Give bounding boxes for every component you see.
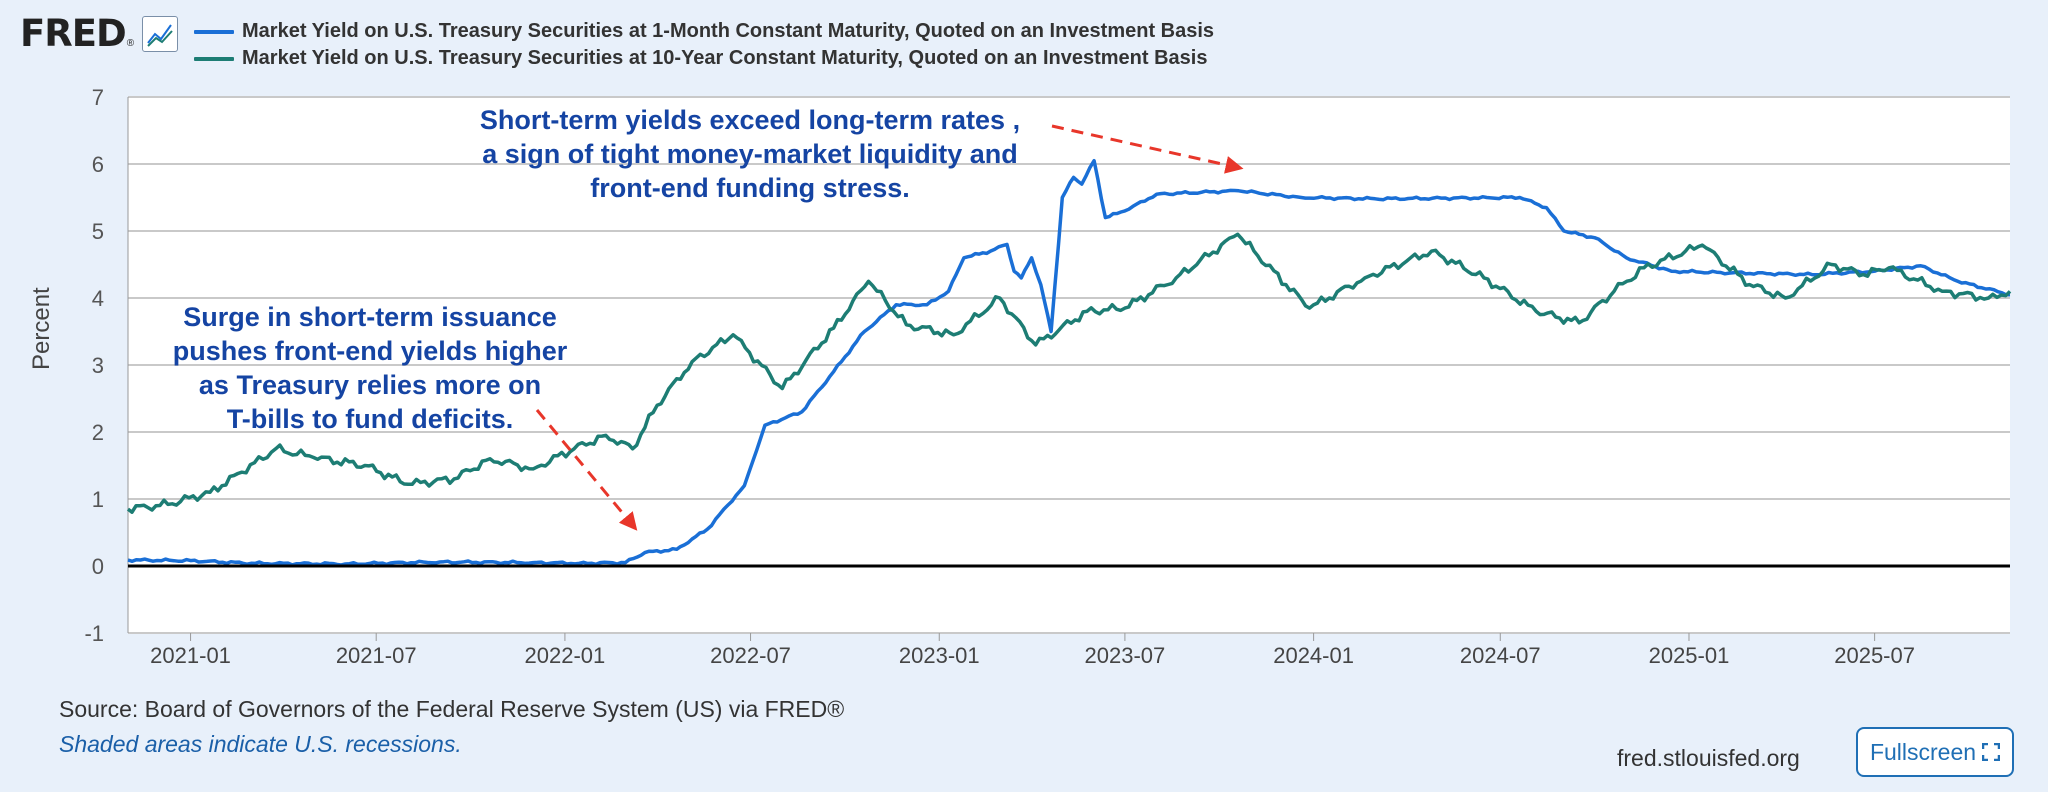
x-tick-label: 2023-01 [899,643,980,668]
registered-mark: ® [126,38,135,49]
grid-lines [127,96,2010,634]
legend-label-1-month: Market Yield on U.S. Treasury Securities… [242,20,1215,42]
legend-label-10-year: Market Yield on U.S. Treasury Securities… [242,47,1208,69]
y-tick-label: 7 [92,85,104,110]
chart-line-icon [142,15,179,52]
y-tick-label: 3 [92,353,104,378]
annotation-short-term-yields: Short-term yields exceed long-term rates… [430,103,1070,205]
legend-swatch-1-month [194,29,234,34]
x-tick-label: 2024-07 [1460,643,1541,668]
fred-logo[interactable]: FRED ® [20,12,179,55]
legend-item-1-month[interactable]: Market Yield on U.S. Treasury Securities… [194,20,1214,43]
x-axis-ticks: 2021-01 2021-07 2022-01 2022-07 2023-01 2023-… [150,633,1915,668]
annotation-arrow-short-term [1051,124,1244,174]
y-tick-label: 5 [92,219,104,244]
fullscreen-icon [1982,743,2001,761]
annotation-line: Surge in short-term issuance [183,302,557,332]
y-tick-label: 4 [92,286,104,311]
y-axis-label: Percent [28,287,55,370]
site-url[interactable]: fred.stlouisfed.org [1617,745,1800,771]
logo-text: FRED [20,12,127,55]
x-tick-label: 2021-01 [150,643,231,668]
x-tick-label: 2023-07 [1085,643,1166,668]
annotation-line: as Treasury relies more on [198,370,542,400]
annotation-line: pushes front-end yields higher [172,336,568,366]
y-tick-label: 6 [92,152,104,177]
legend-swatch-10-year [194,56,234,61]
x-tick-label: 2025-01 [1649,643,1730,668]
annotation-short-term-issuance: Surge in short-term issuance pushes fron… [140,300,600,436]
fullscreen-label: Fullscreen [1869,738,1977,765]
y-tick-label: 1 [92,487,104,512]
y-tick-label: 2 [92,420,104,445]
annotation-line: a sign of tight money-market liquidity a… [482,139,1018,169]
legend-item-10-year[interactable]: Market Yield on U.S. Treasury Securities… [194,47,1207,70]
x-tick-label: 2024-01 [1273,643,1354,668]
annotation-line: front-end funding stress. [590,173,910,203]
y-tick-label: -1 [84,621,104,646]
annotation-arrow-issuance [535,409,638,531]
y-axis-ticks: -1 0 1 2 3 4 5 6 7 [84,85,104,646]
y-tick-label: 0 [92,554,104,579]
x-tick-label: 2022-07 [710,643,791,668]
fullscreen-button[interactable]: Fullscreen [1856,727,2014,777]
annotation-line: Short-term yields exceed long-term rates… [479,105,1021,135]
source-text: Source: Board of Governors of the Federa… [59,696,845,722]
x-tick-label: 2021-07 [336,643,417,668]
recession-note: Shaded areas indicate U.S. recessions. [59,731,462,757]
series-lines [126,158,2012,568]
series-line-1-month [127,158,2011,567]
x-tick-label: 2025-07 [1834,643,1915,668]
series-line-10-year [126,232,2012,514]
annotation-line: T-bills to fund deficits. [226,404,514,434]
x-tick-label: 2022-01 [525,643,606,668]
